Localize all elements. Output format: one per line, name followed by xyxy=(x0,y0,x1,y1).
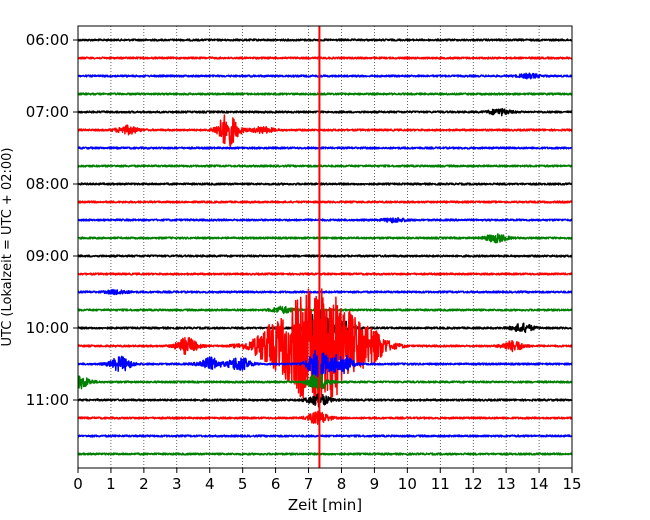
x-tick-label: 13 xyxy=(497,475,516,493)
y-tick-label: 07:00 xyxy=(26,103,69,121)
trace-0815 xyxy=(78,200,572,204)
y-tick-label: 10:00 xyxy=(26,319,69,337)
x-tick-label: 14 xyxy=(530,475,549,493)
x-axis-label: Zeit [min] xyxy=(288,496,362,514)
x-tick-label: 12 xyxy=(464,475,483,493)
trace-1030 xyxy=(78,349,572,378)
x-tick-label: 4 xyxy=(205,475,215,493)
y-tick-label: 09:00 xyxy=(26,247,69,265)
x-tick-label: 0 xyxy=(73,475,83,493)
x-tick-label: 9 xyxy=(370,475,380,493)
trace-1130 xyxy=(78,434,572,438)
trace-1045 xyxy=(78,373,572,391)
trace-0915 xyxy=(78,272,572,276)
x-tick-label: 2 xyxy=(139,475,149,493)
trace-1015 xyxy=(78,288,572,405)
trace-0845 xyxy=(78,233,572,244)
plot-frame xyxy=(77,25,573,469)
trace-0930 xyxy=(78,288,572,296)
trace-0800 xyxy=(78,182,572,186)
x-tick-label: 8 xyxy=(337,475,347,493)
trace-0730 xyxy=(78,146,572,150)
x-tick-label: 7 xyxy=(304,475,314,493)
x-tick-label: 15 xyxy=(562,475,581,493)
trace-0645 xyxy=(78,92,572,96)
x-tick-label: 5 xyxy=(238,475,248,493)
y-axis: 06:00 07:00 08:00 09:00 10:00 11:00 xyxy=(26,31,78,409)
trace-0700 xyxy=(78,107,572,117)
trace-1145 xyxy=(78,452,572,456)
y-tick-label: 08:00 xyxy=(26,175,69,193)
y-tick-label: 11:00 xyxy=(26,391,69,409)
x-tick-label: 3 xyxy=(172,475,182,493)
y-axis-label: UTC (Lokalzeit = UTC + 02:00) xyxy=(0,148,15,347)
x-tick-label: 10 xyxy=(398,475,417,493)
trace-0600 xyxy=(78,38,572,42)
x-tick-label: 11 xyxy=(431,475,450,493)
trace-group xyxy=(78,26,572,468)
trace-0830 xyxy=(78,216,572,224)
trace-0745 xyxy=(78,164,572,168)
trace-0615 xyxy=(78,56,572,60)
trace-1100 xyxy=(78,392,572,408)
trace-1115 xyxy=(78,410,572,425)
trace-0900 xyxy=(78,254,572,258)
x-tick-label: 1 xyxy=(106,475,116,493)
x-tick-label: 6 xyxy=(271,475,281,493)
y-tick-label: 06:00 xyxy=(26,31,69,49)
trace-0715 xyxy=(78,114,572,147)
trace-0630 xyxy=(78,72,572,80)
x-axis: 0 1 2 3 4 5 6 7 8 9 10 11 12 13 14 15 xyxy=(73,468,582,493)
